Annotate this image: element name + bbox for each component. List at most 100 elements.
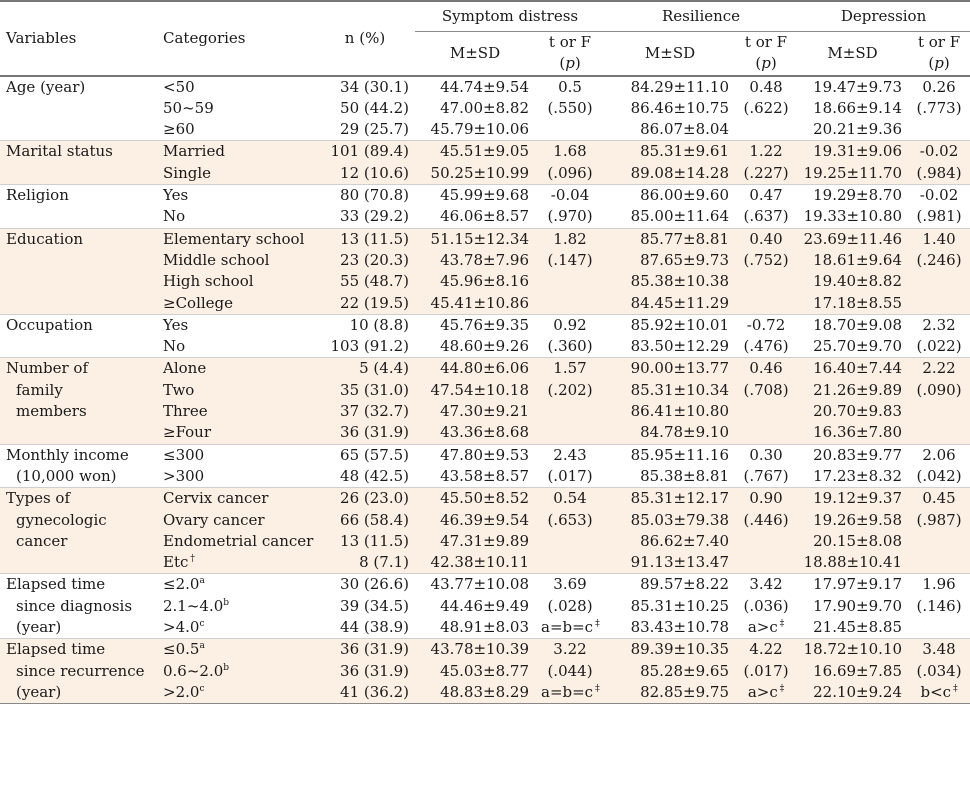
n-cell-line: 44 (38.9): [340, 618, 409, 637]
n-cell-line: 55 (48.7): [340, 272, 409, 291]
variable-cell-line: Elapsed time: [6, 640, 106, 659]
resilience-tf-cell-line: 0.40: [749, 229, 783, 248]
variable-cell-line: family: [16, 380, 63, 399]
symptom-msd-cell-line: 48.91±8.03: [440, 618, 529, 637]
symptom-tf-cell-line: 1.82: [553, 229, 587, 248]
n-cell-line: 48 (42.5): [340, 466, 409, 485]
depression-tf-cell: 1.40 (.246): [908, 228, 970, 315]
resilience-tf-cell-line: (.752): [743, 250, 789, 269]
symptom-tf-cell-line: -0.04: [550, 186, 590, 205]
symptom-msd-cell-line: 47.00±8.82: [440, 98, 529, 117]
resilience-tf-cell: 3.42 (.036) a>c ‡: [735, 573, 798, 640]
depression-msd-cell-line: 19.33±10.80: [803, 207, 903, 226]
table-row: Number of family members Alone Two Three ≥Four…: [0, 357, 970, 445]
category-cell-line: ≥60: [163, 120, 195, 139]
depression-msd-cell-line: 19.29±8.70: [813, 186, 903, 205]
resilience-msd-cell-line: 85.38±8.81: [640, 466, 730, 485]
category-cell: ≤2.0a 2.1~4.0b >4.0c: [157, 573, 315, 640]
category-cell-line: >4.0c: [163, 618, 205, 637]
n-cell: 34 (30.1) 50 (44.2) 29 (25.7): [315, 75, 415, 142]
resilience-tf-cell: 0.40 (.752): [735, 228, 798, 315]
category-cell: Alone Two Three ≥Four: [157, 357, 315, 445]
n-cell-line: 10 (8.8): [349, 315, 409, 334]
resilience-tf-cell-line: 0.46: [749, 359, 783, 378]
depression-msd-cell: 23.69±11.46 18.61±9.64 19.40±8.82 17.18±8.5…: [797, 228, 909, 315]
symptom-tf-cell: 1.82 (.147): [535, 228, 606, 315]
symptom-msd-cell-line: 47.30±9.21: [440, 402, 529, 421]
header-dep-tf: t or F (p): [908, 31, 970, 77]
depression-msd-cell-line: 20.15±8.08: [813, 531, 903, 550]
resilience-msd-cell-line: 86.46±10.75: [630, 98, 730, 117]
variable-cell-line: members: [16, 402, 87, 421]
category-cell-line: Alone: [163, 359, 207, 378]
n-cell-line: 33 (29.2): [340, 207, 409, 226]
depression-tf-cell-line: (.022): [916, 337, 962, 356]
header-sd-tf: t or F (p): [535, 31, 606, 77]
category-cell-line: 2.1~4.0b: [163, 596, 230, 615]
n-cell-line: 12 (10.6): [340, 163, 409, 182]
depression-msd-cell: 19.12±9.37 19.26±9.58 20.15±8.08 18.88±10.4…: [797, 487, 909, 575]
symptom-msd-cell-line: 45.76±9.35: [440, 315, 529, 334]
resilience-tf-cell: 0.46 (.708): [735, 357, 798, 445]
variable-cell-line: Age (year): [6, 77, 86, 96]
depression-msd-cell-line: 20.83±9.77: [813, 445, 903, 464]
depression-msd-cell-line: 18.66±9.14: [813, 98, 903, 117]
resilience-tf-cell-line: (.017): [743, 661, 789, 680]
variable-cell: Elapsed time since diagnosis (year): [0, 573, 157, 640]
category-cell: ≤0.5a 0.6~2.0b >2.0c: [157, 638, 315, 705]
resilience-tf-cell-line: (.446): [743, 510, 789, 529]
depression-msd-cell: 16.40±7.44 21.26±9.89 20.70±9.83 16.36±7.80: [797, 357, 909, 445]
resilience-msd-cell: 84.29±11.10 86.46±10.75 86.07±8.04: [605, 75, 736, 142]
table-row: Religion Yes No 80 (70.8) 33 (29.2) 45.99±9.6…: [0, 184, 970, 229]
depression-tf-cell-line: 2.22: [922, 359, 956, 378]
depression-msd-cell-line: 18.88±10.41: [803, 553, 903, 572]
n-cell-line: 50 (44.2): [340, 98, 409, 117]
n-cell: 36 (31.9) 36 (31.9) 41 (36.2): [315, 638, 415, 705]
variable-cell-line: since diagnosis: [16, 596, 133, 615]
category-cell-line: Yes: [163, 186, 189, 205]
symptom-msd-cell-line: 45.99±9.68: [440, 186, 529, 205]
n-cell-line: 103 (91.2): [330, 337, 409, 356]
n-cell-line: 36 (31.9): [340, 423, 409, 442]
symptom-tf-cell-line: (.360): [547, 337, 593, 356]
category-cell-line: Three: [163, 402, 208, 421]
resilience-tf-cell-line: 4.22: [749, 640, 783, 659]
category-cell-line: Two: [163, 380, 195, 399]
header-symptom-distress: Symptom distress: [415, 0, 606, 32]
n-cell-line: 29 (25.7): [340, 120, 409, 139]
symptom-msd-cell: 43.78±10.39 45.03±8.77 48.83±8.29: [415, 638, 535, 705]
resilience-msd-cell-line: 85.95±11.16: [630, 445, 730, 464]
header-depression: Depression: [797, 0, 970, 32]
depression-msd-cell-line: 18.70±9.08: [813, 315, 903, 334]
symptom-msd-cell-line: 43.58±8.57: [440, 466, 529, 485]
symptom-tf-cell: 1.57 (.202): [535, 357, 606, 445]
depression-msd-cell-line: 20.21±9.36: [813, 120, 903, 139]
n-cell-line: 35 (31.0): [340, 380, 409, 399]
depression-tf-cell-line: (.246): [916, 250, 962, 269]
symptom-msd-cell-line: 50.25±10.99: [430, 163, 529, 182]
resilience-msd-cell-line: 85.77±8.81: [640, 229, 730, 248]
depression-msd-cell-line: 25.70±9.70: [813, 337, 903, 356]
symptom-msd-cell-line: 46.39±9.54: [440, 510, 529, 529]
symptom-tf-cell-line: (.028): [547, 596, 593, 615]
n-cell-line: 22 (19.5): [340, 293, 409, 312]
depression-tf-cell: 2.32 (.022): [908, 314, 970, 359]
category-cell-line: Endometrial cancer: [163, 531, 314, 550]
category-cell-line: >300: [163, 466, 205, 485]
category-cell: <50 50~59 ≥60: [157, 75, 315, 142]
symptom-tf-cell: 3.22 (.044) a=b=c ‡: [535, 638, 606, 705]
symptom-msd-cell-line: 47.80±9.53: [440, 445, 529, 464]
n-cell: 30 (26.6) 39 (34.5) 44 (38.9): [315, 573, 415, 640]
category-cell-line: ≥Four: [163, 423, 212, 442]
resilience-msd-cell: 86.00±9.60 85.00±11.64: [605, 184, 736, 229]
n-cell: 65 (57.5) 48 (42.5): [315, 444, 415, 489]
depression-msd-cell-line: 16.40±7.44: [813, 359, 903, 378]
depression-msd-cell-line: 19.12±9.37: [813, 489, 903, 508]
symptom-tf-cell-line: 3.69: [553, 575, 587, 594]
resilience-tf-cell-line: 1.22: [749, 142, 783, 161]
symptom-tf-cell: 2.43 (.017): [535, 444, 606, 489]
n-cell-line: 13 (11.5): [340, 531, 409, 550]
n-cell-line: 41 (36.2): [340, 682, 409, 701]
resilience-msd-cell-line: 84.29±11.10: [630, 77, 730, 96]
depression-tf-cell-line: (.984): [916, 163, 962, 182]
